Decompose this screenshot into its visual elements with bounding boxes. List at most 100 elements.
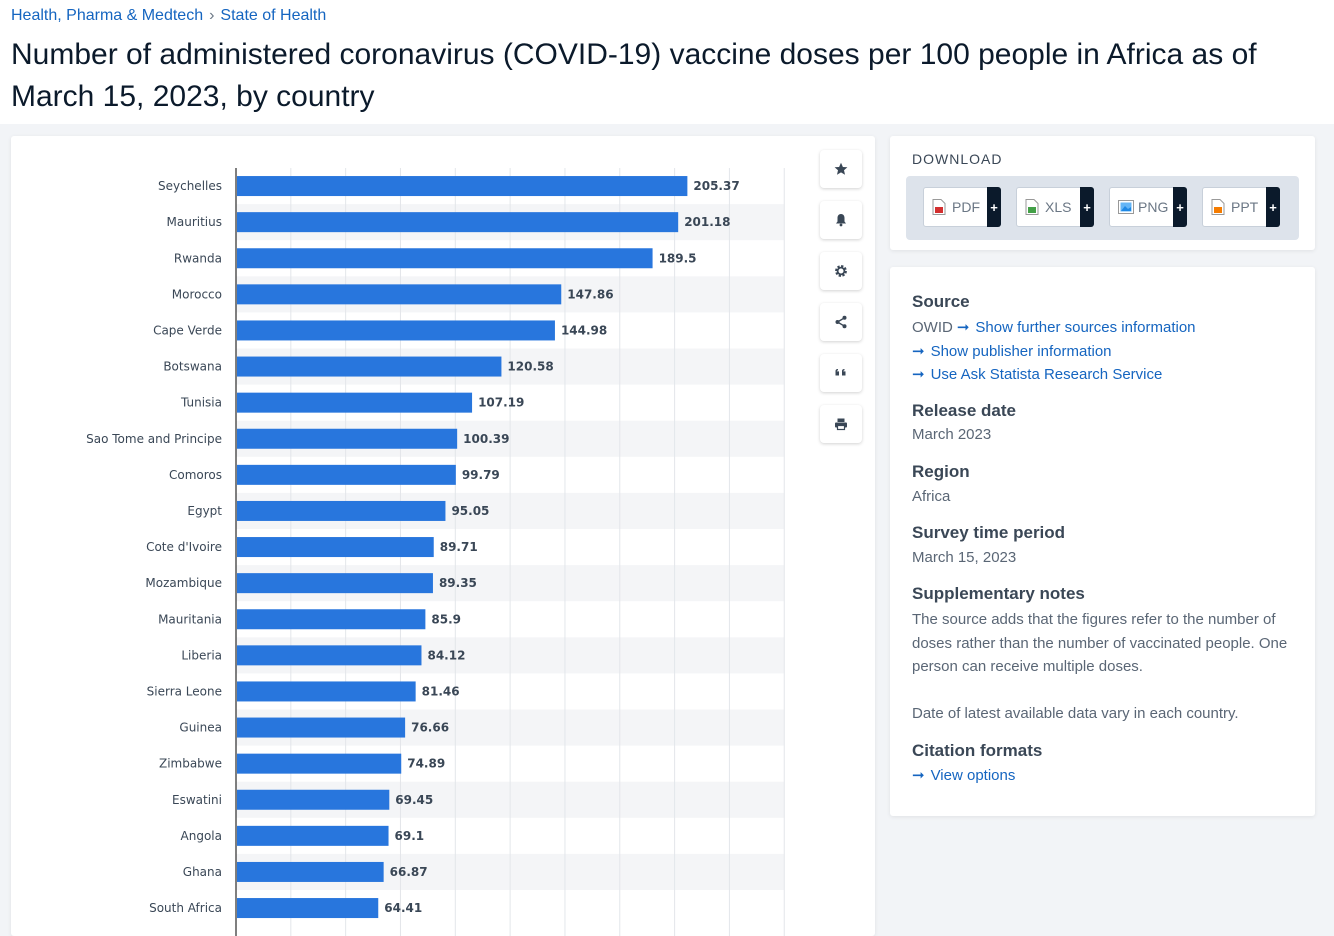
bar (237, 212, 679, 233)
download-png-button[interactable]: PNG + (1109, 187, 1187, 227)
category-label: Mauritius (167, 215, 222, 229)
citation-heading: Citation formats (912, 741, 1043, 760)
bar (237, 500, 446, 521)
png-label: PNG (1138, 199, 1169, 215)
download-ppt-button[interactable]: PPT + (1202, 187, 1280, 227)
download-panel: DOWNLOAD PDF + XLS + PNG + PPT + (890, 136, 1315, 250)
value-label: 85.9 (431, 612, 461, 626)
favorite-button[interactable] (820, 150, 862, 188)
arrow-right-icon: ➞ (912, 767, 925, 784)
pdf-plus: + (987, 187, 1001, 227)
value-label: 74.89 (407, 757, 445, 771)
survey-period-heading: Survey time period (912, 523, 1066, 542)
bar (237, 573, 433, 594)
bar (237, 645, 422, 666)
bar (237, 789, 390, 810)
breadcrumb: Health, Pharma & Medtech › State of Health (11, 7, 326, 25)
value-label: 84.12 (427, 648, 465, 662)
chart-panel: Seychelles 205.37 Mauritius 201.18 Rwanda 189… (11, 136, 875, 936)
xls-file-icon (1025, 199, 1039, 215)
release-date-value: March 2023 (912, 426, 992, 443)
category-label: Ghana (183, 865, 222, 879)
value-label: 64.41 (384, 901, 422, 915)
breadcrumb-item-state-of-health[interactable]: State of Health (220, 7, 327, 24)
research-link-label: Use Ask Statista Research Service (930, 366, 1163, 383)
further-sources-link[interactable]: Show further sources information (975, 319, 1196, 336)
settings-button[interactable] (820, 252, 862, 290)
arrow-right-icon: ➞ (912, 366, 925, 383)
ppt-label: PPT (1231, 199, 1259, 215)
category-label: Liberia (181, 648, 222, 662)
bar (237, 681, 416, 702)
bar (237, 861, 384, 882)
publisher-link-label: Show publisher information (930, 343, 1112, 360)
bar (237, 320, 555, 341)
value-label: 99.79 (462, 468, 500, 482)
pdf-label: PDF (952, 199, 980, 215)
bar-chart: Seychelles 205.37 Mauritius 201.18 Rwanda 189… (86, 168, 785, 936)
region-heading: Region (912, 462, 970, 481)
value-label: 81.46 (422, 684, 460, 698)
download-buttons: PDF + XLS + PNG + PPT + (906, 176, 1299, 240)
gear-icon (835, 265, 847, 277)
print-button[interactable] (820, 405, 862, 443)
category-label: South Africa (149, 901, 222, 915)
category-label: Tunisia (180, 396, 222, 410)
category-label: Botswana (163, 360, 222, 374)
bar (237, 176, 688, 197)
page-title: Number of administered coronavirus (COVI… (11, 38, 1257, 113)
bar (237, 753, 402, 774)
value-label: 144.98 (561, 323, 607, 337)
breadcrumb-item-health[interactable]: Health, Pharma & Medtech (11, 7, 204, 24)
png-file-icon (1118, 199, 1134, 215)
value-label: 189.5 (659, 251, 697, 265)
research-service-link[interactable]: ➞ Use Ask Statista Research Service (912, 365, 1162, 383)
ppt-plus: + (1266, 187, 1280, 227)
bar (237, 717, 406, 738)
share-button[interactable] (820, 303, 862, 341)
release-date-heading: Release date (912, 401, 1016, 420)
ppt-file-icon (1211, 199, 1225, 215)
share-icon (835, 315, 847, 329)
publisher-info-link[interactable]: ➞ Show publisher information (912, 342, 1112, 360)
category-label: Sierra Leone (147, 684, 222, 698)
value-label: 147.86 (567, 287, 613, 301)
category-label: Seychelles (158, 179, 222, 193)
citation-view-options-link[interactable]: ➞ View options (912, 766, 1015, 784)
print-icon (835, 418, 847, 431)
source-name: OWID (912, 319, 953, 336)
notes-heading: Supplementary notes (912, 584, 1085, 603)
cite-button[interactable] (820, 354, 862, 392)
category-label: Rwanda (174, 251, 222, 265)
category-label: Angola (181, 829, 222, 843)
download-heading: DOWNLOAD (912, 151, 1003, 167)
quote-icon (835, 369, 846, 376)
region-value: Africa (912, 488, 951, 505)
source-info: OWID ➞ Show further sources information (912, 318, 1196, 336)
xls-plus: + (1080, 187, 1094, 227)
value-label: 120.58 (507, 360, 553, 374)
value-label: 100.39 (463, 432, 509, 446)
download-pdf-button[interactable]: PDF + (923, 187, 1001, 227)
statistic-details-panel: Source OWID ➞ Show further sources informa… (890, 267, 1315, 816)
arrow-right-icon: ➞ (912, 343, 925, 360)
notes-text-2: Date of latest available data vary in ea… (912, 705, 1239, 722)
notification-button[interactable] (820, 201, 862, 239)
bar (237, 392, 473, 413)
header: Health, Pharma & Medtech › State of Health… (0, 0, 1334, 124)
category-label: Cape Verde (153, 323, 222, 337)
arrow-right-icon: ➞ (956, 319, 970, 336)
category-label: Morocco (172, 287, 222, 301)
bar (237, 356, 502, 377)
bell-icon (836, 214, 846, 227)
value-label: 69.1 (395, 829, 425, 843)
breadcrumb-separator: › (209, 7, 215, 24)
category-label: Mozambique (145, 576, 222, 590)
bar (237, 464, 456, 485)
bar (237, 609, 426, 630)
download-xls-button[interactable]: XLS + (1016, 187, 1094, 227)
value-label: 66.87 (390, 865, 428, 879)
pdf-file-icon (932, 199, 946, 215)
category-label: Sao Tome and Principe (86, 432, 222, 446)
category-label: Comoros (169, 468, 222, 482)
